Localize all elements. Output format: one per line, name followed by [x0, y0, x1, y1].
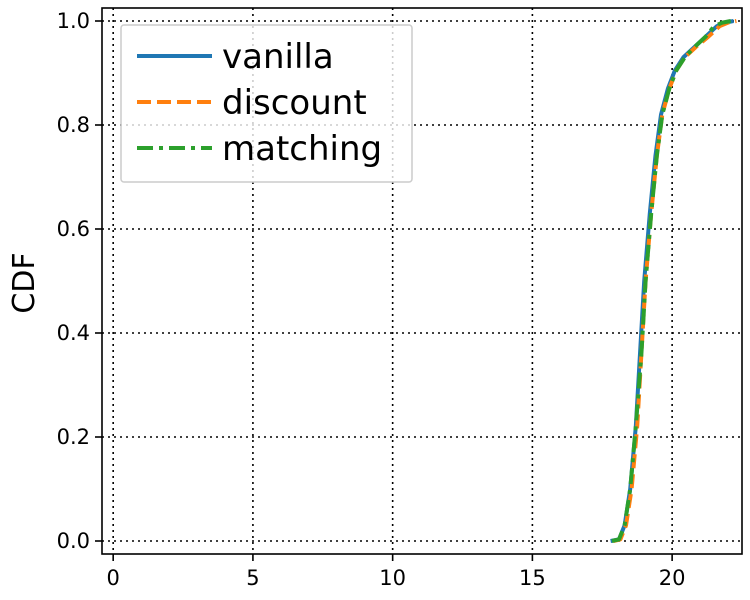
- y-axis-label: CDF: [7, 252, 42, 313]
- legend-label: vanilla: [222, 37, 334, 77]
- legend: vanilla discount matching: [120, 24, 413, 183]
- y-tick-label: 0.8: [57, 113, 90, 137]
- legend-label: matching: [222, 129, 382, 169]
- legend-box: [120, 24, 413, 183]
- x-tick-label: 10: [379, 566, 406, 590]
- series-line-discount: [612, 19, 737, 543]
- plot-frame: [101, 7, 743, 555]
- x-axis: 0 5 10 15 20: [106, 554, 685, 590]
- x-tick-label: 20: [659, 566, 686, 590]
- y-tick-label: 0.2: [57, 425, 90, 449]
- y-tick-label: 1.0: [57, 9, 90, 33]
- x-tick-label: 0: [106, 566, 119, 590]
- y-tick-label: 0.0: [57, 529, 90, 553]
- x-tick-label: 5: [246, 566, 259, 590]
- y-axis: 0.0 0.2 0.4 0.6 0.8 1.0: [57, 9, 102, 553]
- series-group: [610, 19, 737, 543]
- y-tick-label: 0.4: [57, 321, 90, 345]
- x-tick-label: 15: [519, 566, 546, 590]
- y-tick-label: 0.6: [57, 217, 90, 241]
- legend-label: discount: [222, 83, 367, 123]
